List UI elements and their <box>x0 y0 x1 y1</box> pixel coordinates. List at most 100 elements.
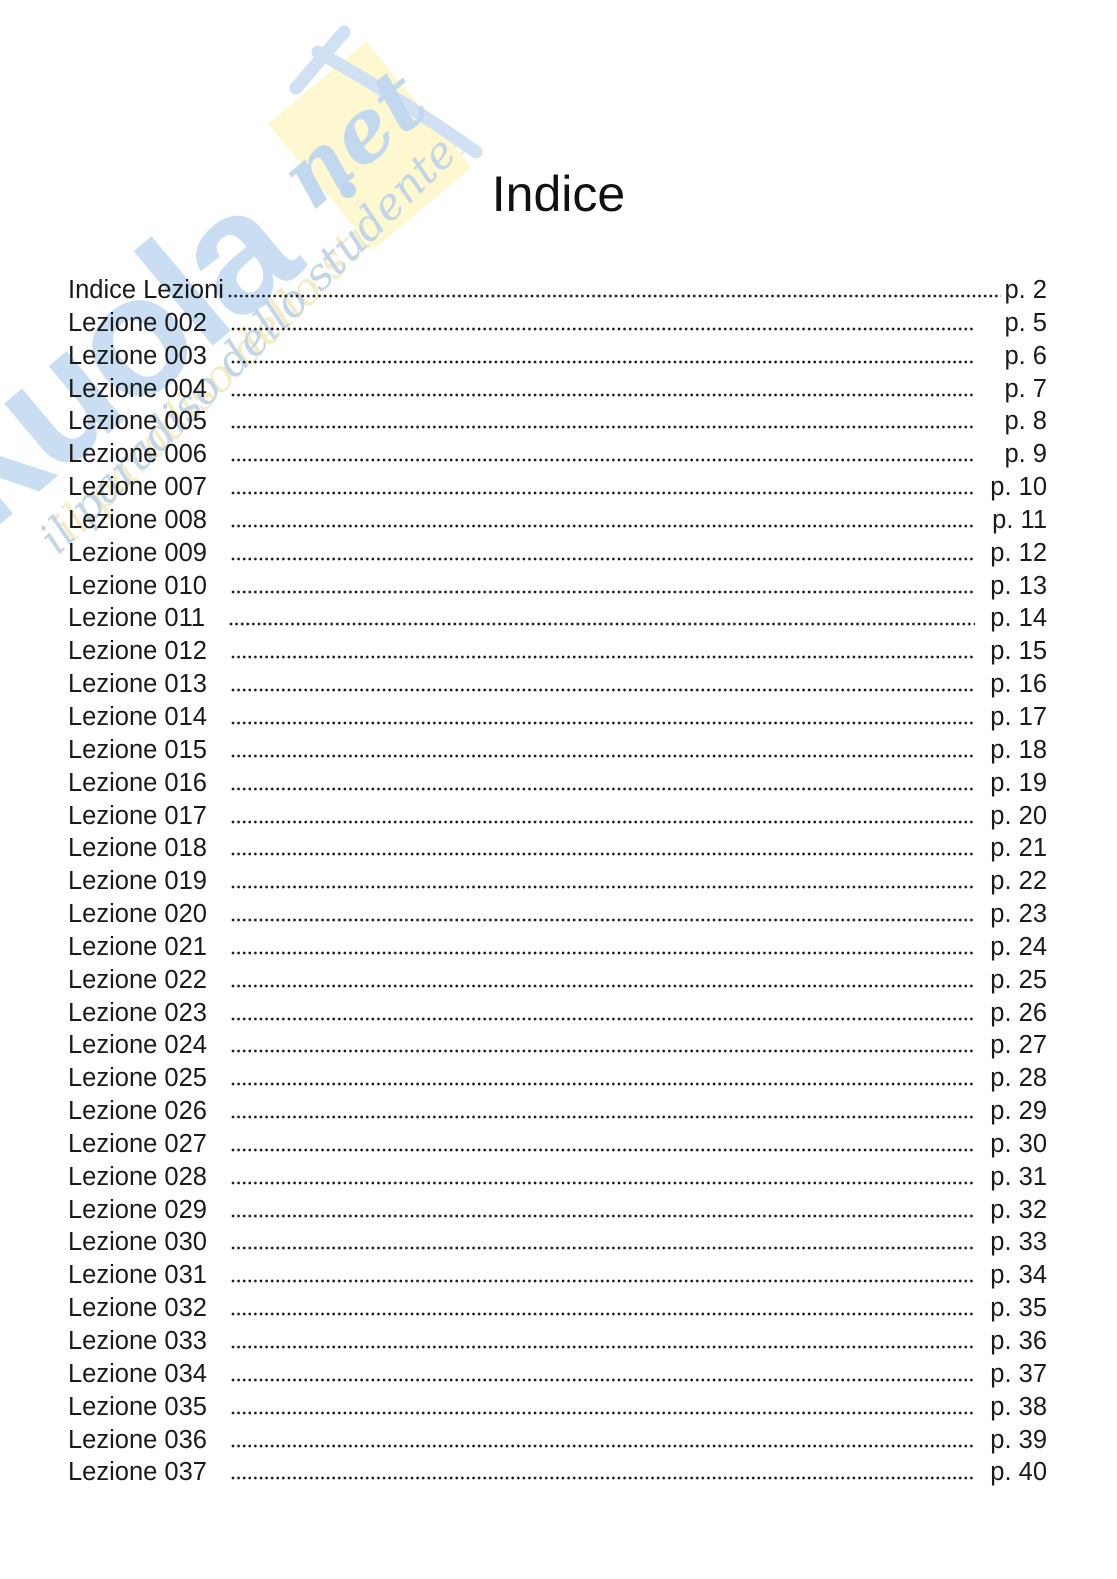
toc-row: Lezione 032 p. 35 <box>68 1292 1047 1325</box>
toc-entry-page: p. 16 <box>990 670 1047 699</box>
toc-row: Lezione 013 p. 16 <box>68 668 1047 701</box>
toc-entry-page: p. 11 <box>992 505 1047 534</box>
toc-entry-label: Lezione 009 <box>68 538 207 567</box>
dot-leader <box>230 392 975 397</box>
toc-row: Lezione 036 p. 39 <box>68 1424 1047 1457</box>
dot-leader <box>230 655 975 660</box>
toc-row: Lezione 007 p. 10 <box>68 471 1047 504</box>
dot-leader <box>230 1312 975 1317</box>
dot-leader <box>230 425 975 430</box>
toc-row: Lezione 015 p. 18 <box>68 734 1047 767</box>
toc-entry-label: Lezione 035 <box>68 1392 207 1421</box>
toc-row: Lezione 030 p. 33 <box>68 1226 1047 1259</box>
toc-row: Indice Lezioni p. 2 <box>68 274 1047 307</box>
toc-row: Lezione 018 p. 21 <box>68 832 1047 865</box>
toc-entry-label: Indice Lezioni <box>68 276 224 304</box>
toc-row: Lezione 023 p. 26 <box>68 997 1047 1030</box>
toc-row: Lezione 028 p. 31 <box>68 1161 1047 1194</box>
dot-leader <box>230 359 975 364</box>
toc-entry-page: p. 20 <box>990 801 1047 830</box>
watermark-swoosh <box>311 45 483 159</box>
toc-entry-page: p. 21 <box>990 834 1047 863</box>
dot-leader <box>230 1345 975 1349</box>
toc-entry-page: p. 31 <box>990 1162 1047 1191</box>
toc-entry-page: p. 25 <box>990 965 1047 994</box>
toc-entry-page: p. 28 <box>990 1064 1047 1093</box>
toc-entry-page: p. 2 <box>1004 276 1047 304</box>
dot-leader <box>230 720 975 725</box>
toc-entry-page: p. 38 <box>990 1392 1047 1421</box>
toc-row: Lezione 031 p. 34 <box>68 1259 1047 1292</box>
toc-entry-page: p. 8 <box>1004 407 1047 436</box>
toc-entry-page: p. 22 <box>990 867 1047 896</box>
toc-entry-page: p. 7 <box>1004 374 1047 403</box>
toc-row: Lezione 020 p. 23 <box>68 898 1047 931</box>
toc-row: Lezione 006 p. 9 <box>68 438 1047 471</box>
dot-leader <box>230 1476 975 1481</box>
toc-entry-page: p. 9 <box>1004 440 1047 469</box>
toc-row: Lezione 027 p. 30 <box>68 1128 1047 1161</box>
toc-entry-page: p. 17 <box>990 702 1047 731</box>
toc-entry-label: Lezione 015 <box>68 735 207 764</box>
toc-entry-label: Lezione 003 <box>68 341 207 370</box>
toc-entry-label: Lezione 006 <box>68 440 207 469</box>
toc-entry-label: Lezione 012 <box>68 637 207 666</box>
dot-leader <box>230 1443 975 1448</box>
toc-list: Indice Lezioni p. 2 Lezione 002 p. 5 Lez… <box>68 274 1047 1489</box>
toc-row: Lezione 003 p. 6 <box>68 340 1047 373</box>
dot-leader <box>230 1279 975 1284</box>
toc-entry-label: Lezione 002 <box>68 308 207 337</box>
toc-entry-page: p. 35 <box>990 1294 1047 1323</box>
dot-leader <box>230 786 975 791</box>
toc-row: Lezione 029 p. 32 <box>68 1194 1047 1227</box>
toc-row: Lezione 035 p. 38 <box>68 1391 1047 1424</box>
dot-leader <box>230 523 975 528</box>
toc-row: Lezione 024 p. 27 <box>68 1029 1047 1062</box>
dot-leader <box>230 1410 975 1415</box>
toc-entry-label: Lezione 029 <box>68 1195 207 1224</box>
dot-leader <box>230 1049 975 1054</box>
toc-entry-label: Lezione 026 <box>68 1097 207 1126</box>
toc-entry-page: p. 39 <box>990 1425 1047 1454</box>
toc-entry-page: p. 40 <box>990 1458 1047 1487</box>
toc-entry-label: Lezione 010 <box>68 571 207 600</box>
toc-entry-page: p. 26 <box>990 998 1047 1027</box>
toc-entry-page: p. 34 <box>990 1261 1047 1290</box>
toc-entry-label: Lezione 023 <box>68 998 207 1027</box>
toc-entry-label: Lezione 033 <box>68 1327 207 1355</box>
dot-leader <box>230 458 975 463</box>
dot-leader <box>230 1082 975 1087</box>
dot-leader <box>230 885 975 890</box>
toc-row: Lezione 025 p. 28 <box>68 1062 1047 1095</box>
dot-leader <box>230 1246 975 1251</box>
toc-entry-label: Lezione 037 <box>68 1458 207 1487</box>
toc-entry-label: Lezione 004 <box>68 374 207 403</box>
toc-entry-label: Lezione 018 <box>68 834 207 863</box>
dot-leader <box>229 622 975 627</box>
toc-entry-label: Lezione 014 <box>68 702 207 731</box>
toc-entry-page: p. 6 <box>1004 341 1047 370</box>
toc-row: Lezione 010 p. 13 <box>68 570 1047 603</box>
toc-entry-page: p. 30 <box>990 1129 1047 1158</box>
dot-leader <box>230 491 975 496</box>
dot-leader <box>230 819 975 824</box>
toc-row: Lezione 012 p. 15 <box>68 635 1047 668</box>
toc-row: Lezione 004 p. 7 <box>68 373 1047 406</box>
dot-leader <box>230 688 975 693</box>
toc-row: Lezione 037 p. 40 <box>68 1456 1047 1489</box>
toc-entry-page: p. 19 <box>990 768 1047 797</box>
toc-entry-page: p. 27 <box>990 1031 1047 1060</box>
dot-leader <box>230 326 975 331</box>
toc-entry-page: p. 18 <box>990 735 1047 764</box>
watermark-swoosh-tail <box>289 25 351 95</box>
toc-entry-label: Lezione 028 <box>68 1162 207 1191</box>
toc-entry-label: Lezione 036 <box>68 1425 207 1454</box>
toc-row: Lezione 026 p. 29 <box>68 1095 1047 1128</box>
toc-row: Lezione 022 p. 25 <box>68 964 1047 997</box>
dot-leader <box>230 1016 975 1021</box>
toc-entry-page: p. 23 <box>990 900 1047 929</box>
toc-entry-label: Lezione 034 <box>68 1359 207 1388</box>
toc-entry-label: Lezione 013 <box>68 670 207 699</box>
dot-leader <box>230 1115 975 1120</box>
